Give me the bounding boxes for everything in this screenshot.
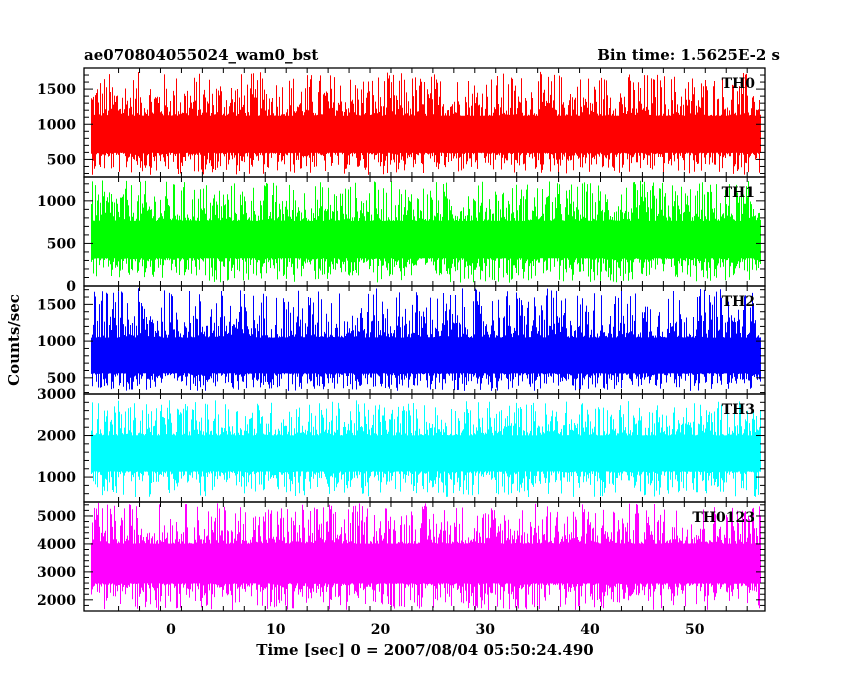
panel-label-th3: TH3 [722, 402, 755, 418]
x-tick-label: 10 [266, 622, 286, 638]
series-line-th1 [91, 180, 761, 283]
y-tick-label: 1000 [37, 334, 76, 350]
panel-th0123: 2000 3000 4000 5000 TH0123 [37, 501, 766, 612]
series-line-th3 [91, 400, 761, 497]
x-tick-label: 50 [685, 622, 705, 638]
y-tick-label: 2000 [37, 593, 76, 609]
y-tick-label: 500 [47, 236, 76, 252]
panel-th0: 500 1000 1500 TH0 [37, 67, 766, 178]
panel-th3: 1000 2000 3000 TH3 [37, 387, 766, 503]
panel-frame-th0123 [83, 501, 766, 612]
y-tick-label: 3000 [37, 387, 76, 403]
y-tick-label: 500 [47, 371, 76, 387]
panel-th1: 0 500 1000 TH1 [37, 176, 766, 295]
y-tick-label: 1500 [37, 297, 76, 313]
x-tick-label: 40 [580, 622, 600, 638]
y-tick-label: 1000 [37, 117, 76, 133]
y-axis-label: Counts/sec [5, 294, 23, 386]
chart-title-right: Bin time: 1.5625E-2 s [597, 46, 780, 64]
y-tick-label: 5000 [37, 509, 76, 525]
y-tick-label: 1000 [37, 194, 76, 210]
panel-label-th0123: TH0123 [692, 510, 755, 526]
panel-label-th2: TH2 [722, 294, 755, 310]
y-tick-label: 0 [66, 279, 76, 295]
y-tick-label: 3000 [37, 565, 76, 581]
panel-label-th1: TH1 [722, 185, 755, 201]
panel-th2: 500 1000 1500 TH2 [37, 285, 766, 395]
x-tick-label: 20 [371, 622, 391, 638]
x-tick-label: 0 [166, 622, 176, 638]
series-line-th0 [91, 71, 761, 175]
y-tick-label: 1000 [37, 470, 76, 486]
y-tick-label: 2000 [37, 429, 76, 445]
y-tick-label: 4000 [37, 537, 76, 553]
panel-label-th0: TH0 [722, 76, 756, 92]
x-axis-label: Time [sec] 0 = 2007/08/04 05:50:24.490 [256, 641, 593, 659]
series-line-th0123 [91, 503, 761, 610]
chart-title-left: ae070804055024_wam0_bst [84, 46, 318, 64]
x-tick-label: 30 [476, 622, 496, 638]
series-line-th2 [91, 288, 761, 391]
y-tick-label: 1500 [37, 82, 76, 98]
y-tick-label: 500 [47, 152, 76, 168]
